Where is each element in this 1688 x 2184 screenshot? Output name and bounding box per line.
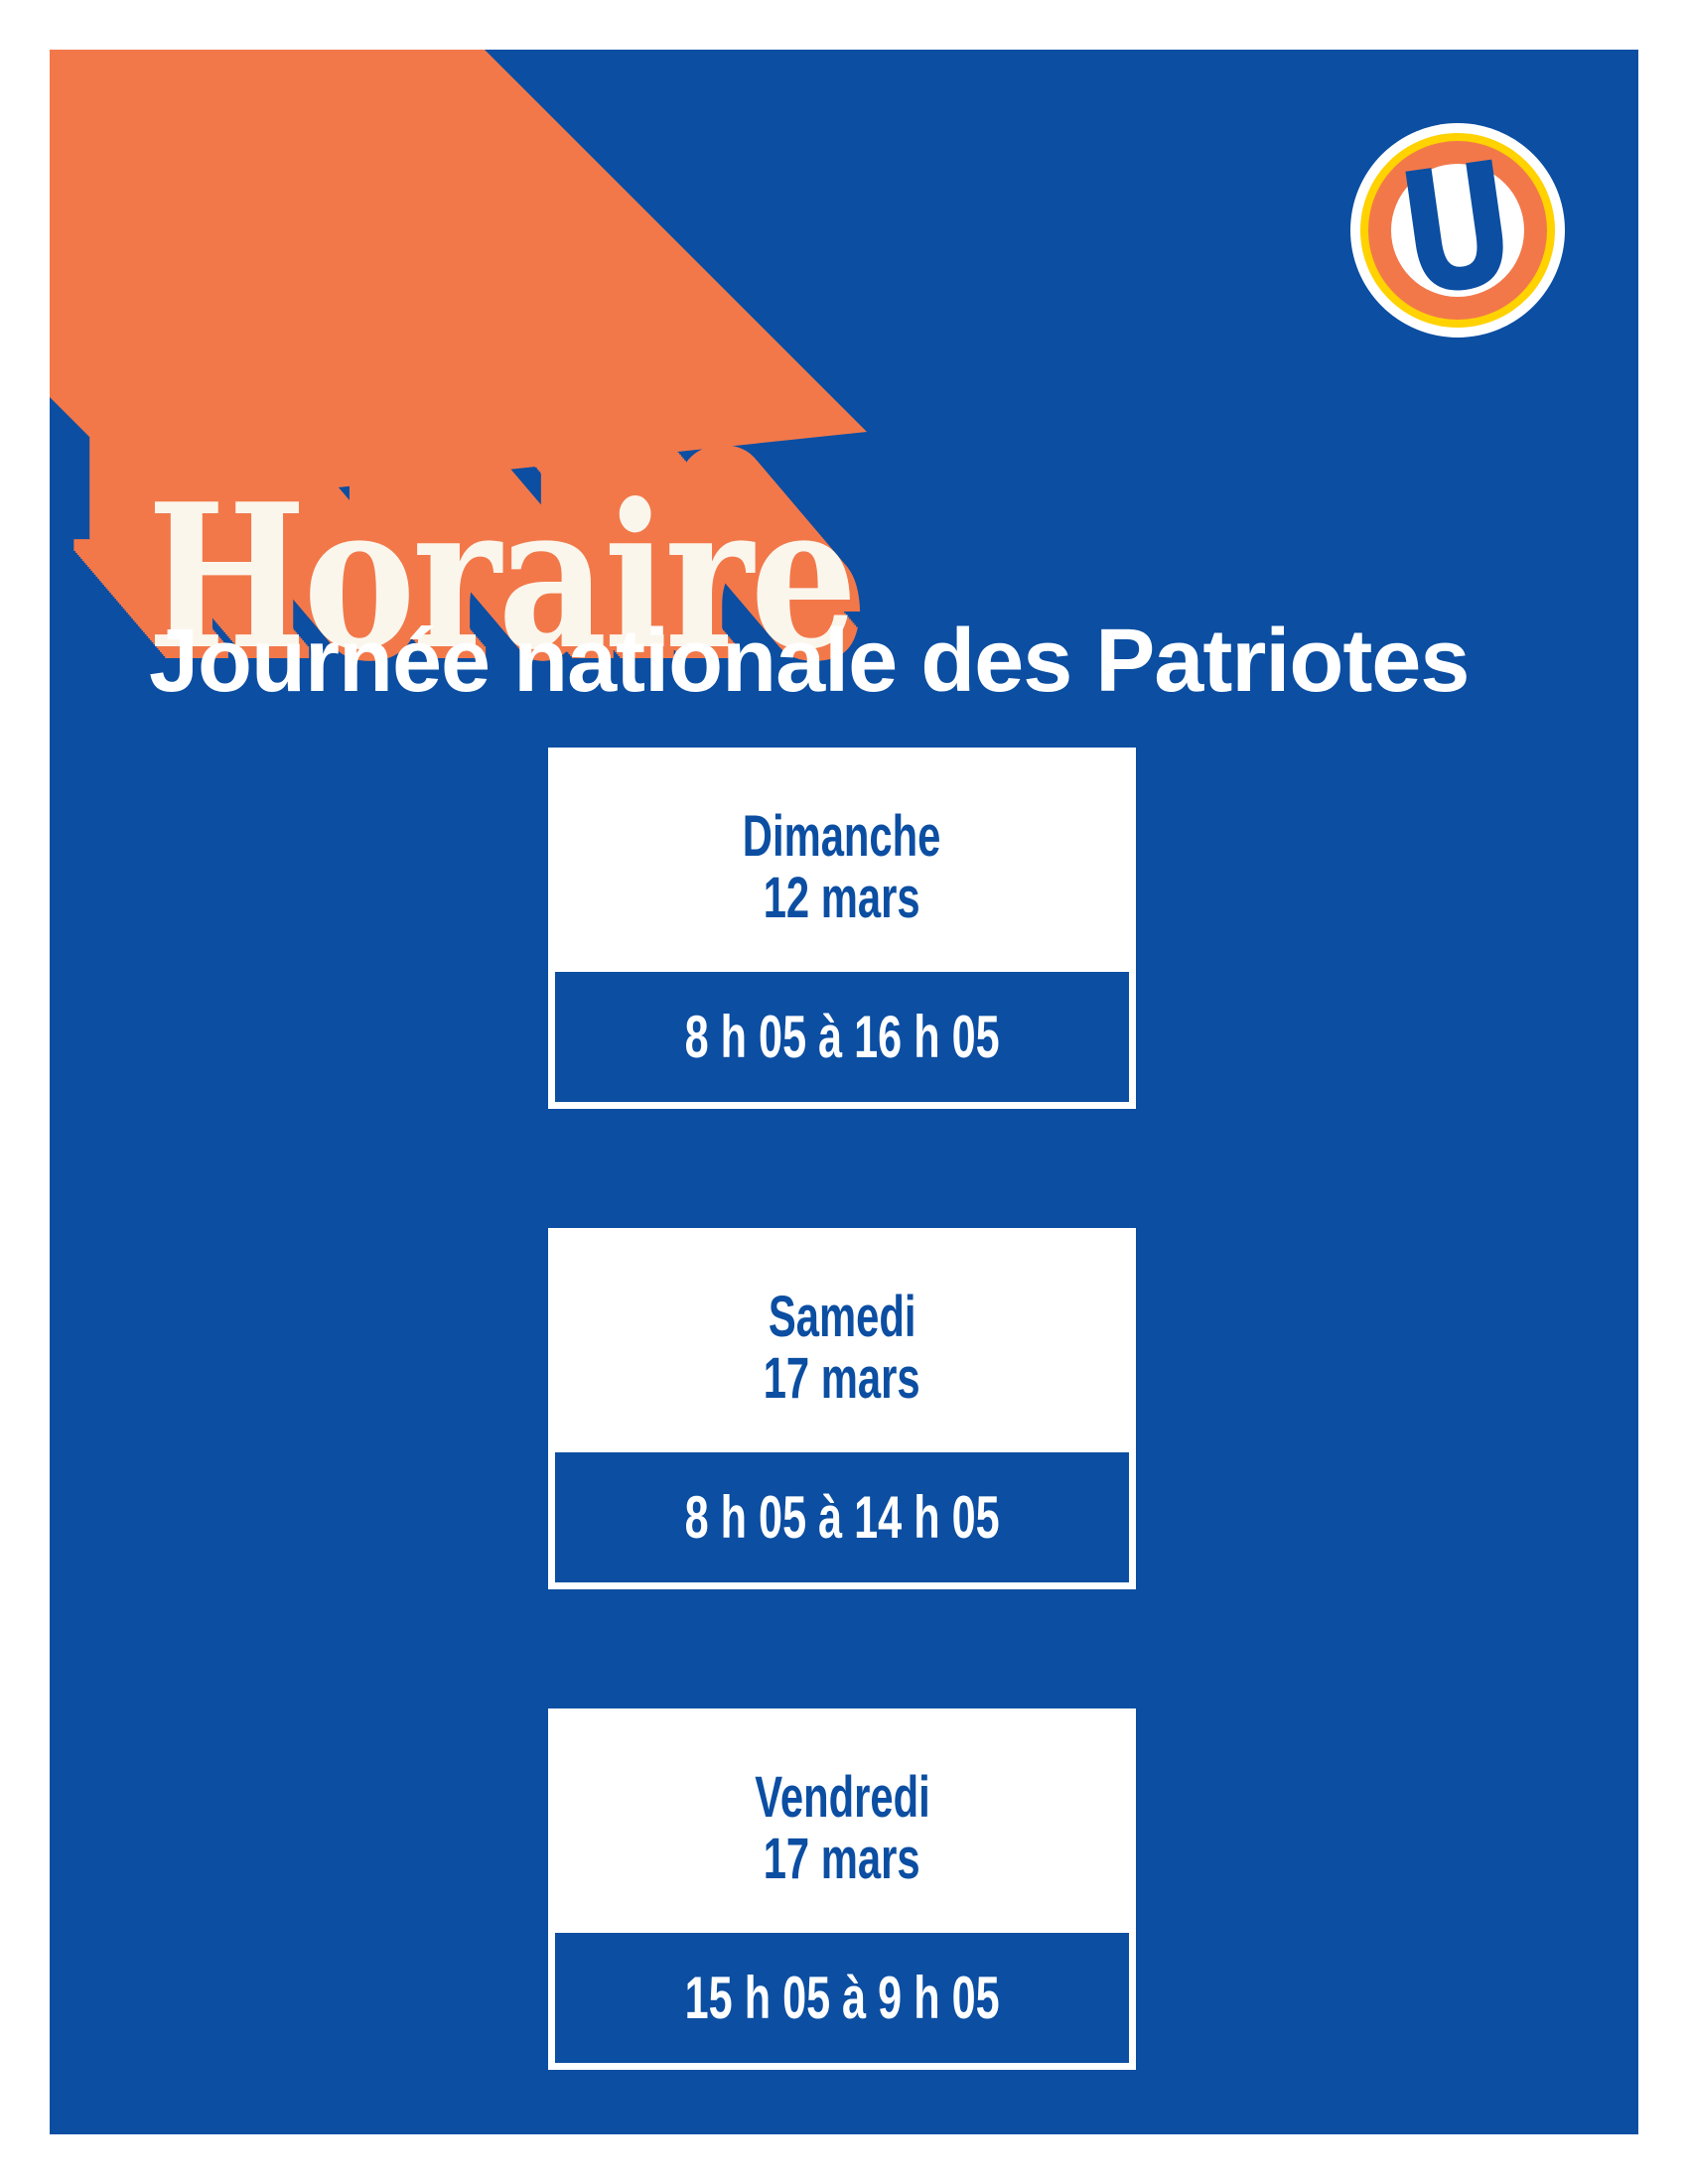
- date-label: 12 mars: [764, 866, 920, 930]
- day-label: Dimanche: [743, 804, 941, 869]
- date-label: 17 mars: [764, 1346, 920, 1411]
- card-day-area: Samedi 17 mars: [548, 1228, 1136, 1452]
- poster-background: Horaire Journée nationale des Patriotes …: [50, 50, 1638, 2134]
- hours-bar: 8 h 05 à 14 h 05: [555, 1452, 1129, 1582]
- schedule-card: Samedi 17 mars 8 h 05 à 14 h 05: [548, 1228, 1136, 1589]
- day-label: Vendredi: [754, 1765, 930, 1830]
- card-day-area: Dimanche 12 mars: [548, 748, 1136, 972]
- date-label: 17 mars: [764, 1827, 920, 1891]
- logo-white-disc: U: [1388, 125, 1527, 336]
- page-subtitle: Journée nationale des Patriotes: [149, 611, 1470, 711]
- schedule-list: Dimanche 12 mars 8 h 05 à 16 h 05 Samedi…: [548, 748, 1136, 2070]
- brand-logo: U: [1350, 123, 1565, 338]
- schedule-card: Vendredi 17 mars 15 h 05 à 9 h 05: [548, 1708, 1136, 2070]
- schedule-card: Dimanche 12 mars 8 h 05 à 16 h 05: [548, 748, 1136, 1109]
- hours-label: 8 h 05 à 16 h 05: [684, 1003, 1000, 1070]
- hours-bar: 15 h 05 à 9 h 05: [555, 1933, 1129, 2063]
- logo-u-letter: U: [1388, 125, 1527, 336]
- day-label: Samedi: [768, 1285, 916, 1349]
- logo-yellow-ring: U: [1360, 125, 1555, 336]
- logo-orange-ring: U: [1368, 125, 1547, 336]
- page-title: Horaire: [147, 461, 858, 694]
- hours-label: 8 h 05 à 14 h 05: [684, 1483, 1000, 1551]
- hours-bar: 8 h 05 à 16 h 05: [555, 972, 1129, 1102]
- hours-label: 15 h 05 à 9 h 05: [684, 1964, 1000, 2031]
- card-day-area: Vendredi 17 mars: [548, 1708, 1136, 1933]
